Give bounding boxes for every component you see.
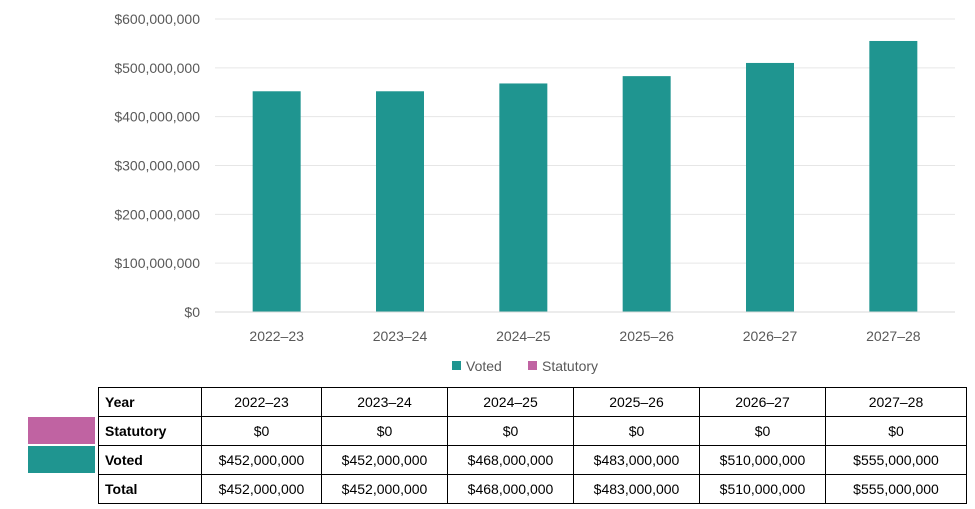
legend-label-statutory: Statutory <box>542 358 598 374</box>
table-header-year: 2027–28 <box>825 387 967 417</box>
table-cell: $452,000,000 <box>321 474 448 504</box>
table-cell: $555,000,000 <box>825 474 967 504</box>
table-cell: $0 <box>447 416 574 446</box>
table-header-year: 2025–26 <box>573 387 700 417</box>
table-cell: $452,000,000 <box>321 445 448 475</box>
y-tick-label: $0 <box>184 304 200 320</box>
y-tick-label: $100,000,000 <box>114 255 200 271</box>
table-header-year: 2023–24 <box>321 387 448 417</box>
table-cell: $483,000,000 <box>573 445 700 475</box>
table-cell: $452,000,000 <box>201 445 322 475</box>
bar-voted <box>869 40 918 312</box>
table-cell: $0 <box>321 416 448 446</box>
x-tick-label: 2024–25 <box>496 328 551 344</box>
data-table: Year 2022–23 2023–24 2024–25 2025–26 202… <box>98 387 967 504</box>
table-cell: $0 <box>201 416 322 446</box>
table-row-voted: Voted $452,000,000 $452,000,000 $468,000… <box>98 445 967 475</box>
bar-chart: $0 $100,000,000 $200,000,000 $300,000,000 $4… <box>114 11 955 374</box>
table-cell: $468,000,000 <box>447 474 574 504</box>
legend-label-voted: Voted <box>466 358 502 374</box>
table-header-year: 2024–25 <box>447 387 574 417</box>
x-axis-ticks: 2022–23 2023–24 2024–25 2025–26 2026–27 2027–… <box>249 328 920 344</box>
y-tick-label: $300,000,000 <box>114 158 200 174</box>
table-cell: $0 <box>825 416 967 446</box>
table-cell: $510,000,000 <box>699 445 826 475</box>
y-axis-ticks: $0 $100,000,000 $200,000,000 $300,000,000 $4… <box>114 11 200 320</box>
table-header-row: Year 2022–23 2023–24 2024–25 2025–26 202… <box>98 387 967 417</box>
bar-voted <box>252 91 301 312</box>
table-row-label: Total <box>98 474 202 504</box>
bar-voted <box>622 76 671 312</box>
bar-voted <box>499 83 548 313</box>
table-row-label: Voted <box>98 445 202 475</box>
table-header-year: 2026–27 <box>699 387 826 417</box>
x-tick-label: 2026–27 <box>743 328 798 344</box>
table-header-label: Year <box>98 387 202 417</box>
x-tick-label: 2025–26 <box>619 328 674 344</box>
table-cell: $0 <box>573 416 700 446</box>
x-tick-label: 2023–24 <box>373 328 428 344</box>
bars <box>252 40 918 313</box>
voted-row-swatch <box>28 446 95 473</box>
table-header-year: 2022–23 <box>201 387 322 417</box>
table-cell: $468,000,000 <box>447 445 574 475</box>
y-tick-label: $200,000,000 <box>114 206 200 222</box>
legend-swatch-statutory <box>528 361 537 370</box>
y-tick-label: $600,000,000 <box>114 11 200 27</box>
x-tick-label: 2027–28 <box>866 328 921 344</box>
table-cell: $452,000,000 <box>201 474 322 504</box>
table-row-label: Statutory <box>98 416 202 446</box>
x-tick-label: 2022–23 <box>249 328 304 344</box>
table-row-statutory: Statutory $0 $0 $0 $0 $0 $0 <box>98 416 967 446</box>
table-cell: $0 <box>699 416 826 446</box>
bar-voted <box>746 62 794 313</box>
table-cell: $510,000,000 <box>699 474 826 504</box>
legend-swatch-voted <box>452 361 461 370</box>
table-cell: $483,000,000 <box>573 474 700 504</box>
y-tick-label: $500,000,000 <box>114 60 200 76</box>
statutory-row-swatch <box>28 417 95 444</box>
gridlines <box>215 18 955 264</box>
y-tick-label: $400,000,000 <box>114 109 200 125</box>
legend: Voted Statutory <box>452 358 598 374</box>
table-row-total: Total $452,000,000 $452,000,000 $468,000… <box>98 474 967 504</box>
table-cell: $555,000,000 <box>825 445 967 475</box>
bar-voted <box>376 91 424 312</box>
